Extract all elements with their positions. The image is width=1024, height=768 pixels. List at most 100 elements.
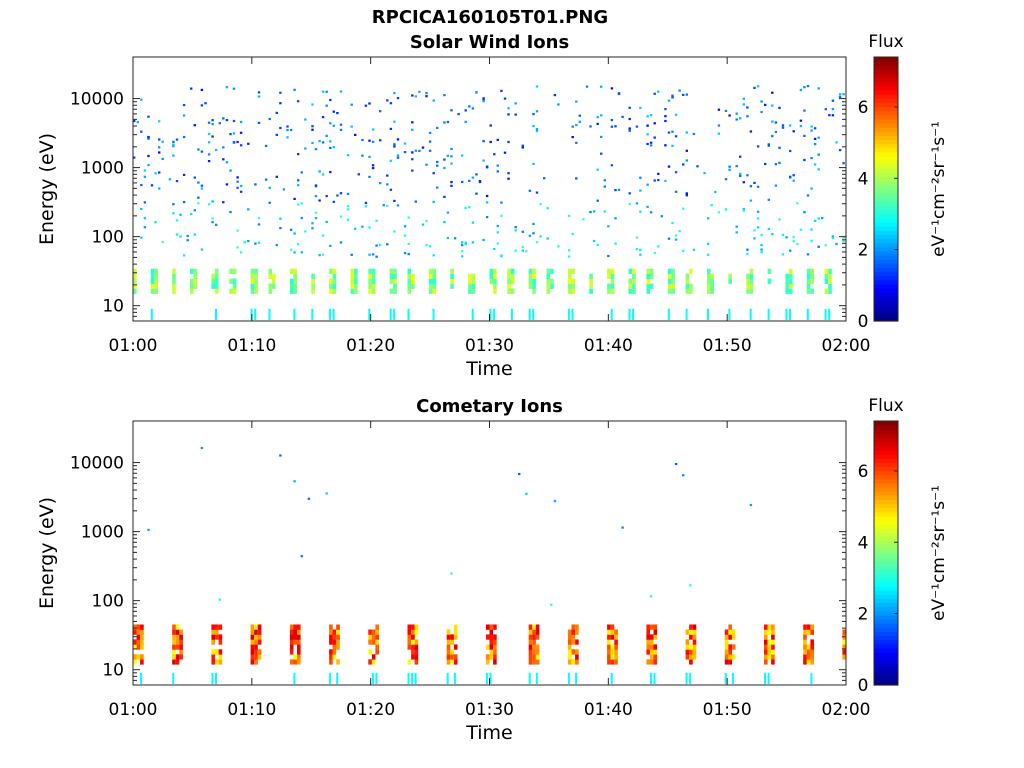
- heatmap-cell: [428, 278, 433, 284]
- heatmap-cell: [767, 672, 770, 684]
- heatmap-cell: [436, 126, 439, 129]
- heatmap-cell: [329, 639, 333, 645]
- heatmap-cell: [411, 644, 415, 650]
- heatmap-cell: [329, 288, 333, 294]
- colorbar-segment: [874, 143, 898, 149]
- heatmap-cell: [211, 629, 215, 635]
- heatmap-cell: [450, 572, 453, 575]
- heatmap-cell: [289, 634, 294, 640]
- heatmap-cell: [514, 249, 517, 252]
- heatmap-cell: [810, 659, 814, 665]
- heatmap-cell: [332, 110, 335, 113]
- heatmap-cell: [218, 624, 223, 630]
- heatmap-cell: [607, 254, 610, 258]
- heatmap-cell: [789, 288, 793, 294]
- heatmap-cell: [393, 288, 397, 294]
- heatmap-cell: [336, 634, 340, 640]
- heatmap-cell: [140, 207, 143, 211]
- heatmap-cell: [300, 216, 303, 220]
- heatmap-cell: [503, 97, 507, 100]
- y-tick-label: 10000: [70, 90, 124, 110]
- heatmap-cell: [250, 268, 255, 274]
- heatmap-cell: [493, 273, 497, 279]
- heatmap-cell: [336, 629, 340, 635]
- heatmap-cell: [361, 138, 364, 142]
- heatmap-cell: [468, 206, 471, 209]
- heatmap-cell: [635, 248, 639, 251]
- heatmap-cell: [450, 639, 454, 645]
- heatmap-cell: [664, 119, 667, 123]
- heatmap-cell: [133, 288, 137, 294]
- heatmap-cell: [350, 273, 355, 279]
- heatmap-cell: [682, 93, 685, 96]
- heatmap-cell: [646, 283, 650, 289]
- heatmap-cell: [254, 659, 258, 665]
- heatmap-cell: [528, 644, 533, 650]
- heatmap-cell: [190, 268, 194, 274]
- heatmap-cell: [239, 184, 243, 188]
- heatmap-cell: [450, 109, 453, 112]
- colorbar-segment: [874, 226, 898, 231]
- heatmap-cell: [311, 141, 314, 145]
- x-tick-label: 01:50: [703, 700, 752, 720]
- heatmap-cell: [778, 106, 781, 109]
- colorbar-segment: [874, 230, 898, 235]
- heatmap-cell: [389, 102, 393, 105]
- heatmap-cell: [685, 192, 688, 195]
- heatmap-cell: [211, 135, 214, 138]
- heatmap-cell: [831, 108, 835, 111]
- heatmap-cell: [796, 202, 799, 205]
- heatmap-cell: [389, 188, 393, 191]
- heatmap-cell: [535, 130, 539, 133]
- heatmap-cell: [500, 89, 503, 92]
- colorbar-segment: [874, 275, 898, 281]
- heatmap-cell: [789, 268, 793, 274]
- heatmap-cell: [136, 654, 141, 660]
- heatmap-cell: [810, 187, 813, 190]
- heatmap-cell: [689, 624, 693, 630]
- heatmap-cell: [175, 233, 179, 236]
- heatmap-cell: [222, 146, 225, 149]
- colorbar-segment: [874, 250, 898, 256]
- heatmap-cell: [468, 283, 472, 289]
- heatmap-cell: [232, 132, 236, 135]
- panel-title: Cometary Ions: [416, 396, 563, 417]
- heatmap-cell: [742, 207, 745, 211]
- heatmap-cell: [828, 288, 832, 294]
- heatmap-cell: [710, 273, 715, 279]
- heatmap-cell: [514, 226, 517, 229]
- heatmap-cell: [771, 624, 775, 630]
- colorbar-segment: [874, 660, 898, 665]
- heatmap-cell: [571, 624, 576, 630]
- heatmap-cell: [175, 629, 180, 635]
- heatmap-cell: [200, 88, 204, 91]
- heatmap-cell: [407, 634, 412, 640]
- colorbar-segment: [874, 267, 898, 273]
- heatmap-cell: [646, 115, 649, 118]
- heatmap-cell: [685, 93, 688, 96]
- colorbar-segment: [874, 255, 898, 260]
- heatmap-cell: [297, 654, 301, 660]
- heatmap-cell: [254, 268, 258, 274]
- colorbar-segment: [874, 259, 898, 264]
- heatmap-cell: [332, 200, 335, 203]
- heatmap-cell: [336, 112, 339, 115]
- heatmap-cell: [842, 649, 846, 655]
- heatmap-cell: [567, 629, 572, 635]
- heatmap-cell: [211, 123, 214, 126]
- heatmap-cell: [692, 644, 697, 650]
- heatmap-cell: [528, 268, 533, 274]
- heatmap-cell: [592, 210, 596, 213]
- heatmap-cell: [493, 659, 497, 665]
- colorbar-segment: [874, 180, 898, 186]
- heatmap-cell: [546, 283, 551, 289]
- heatmap-cell: [671, 283, 675, 289]
- heatmap-cell: [175, 219, 179, 222]
- colorbar-segment: [874, 271, 898, 277]
- colorbar-segment: [874, 656, 898, 661]
- heatmap-cell: [532, 162, 535, 165]
- colorbar-segment: [874, 454, 898, 459]
- heatmap-cell: [471, 273, 476, 279]
- heatmap-cell: [482, 97, 485, 100]
